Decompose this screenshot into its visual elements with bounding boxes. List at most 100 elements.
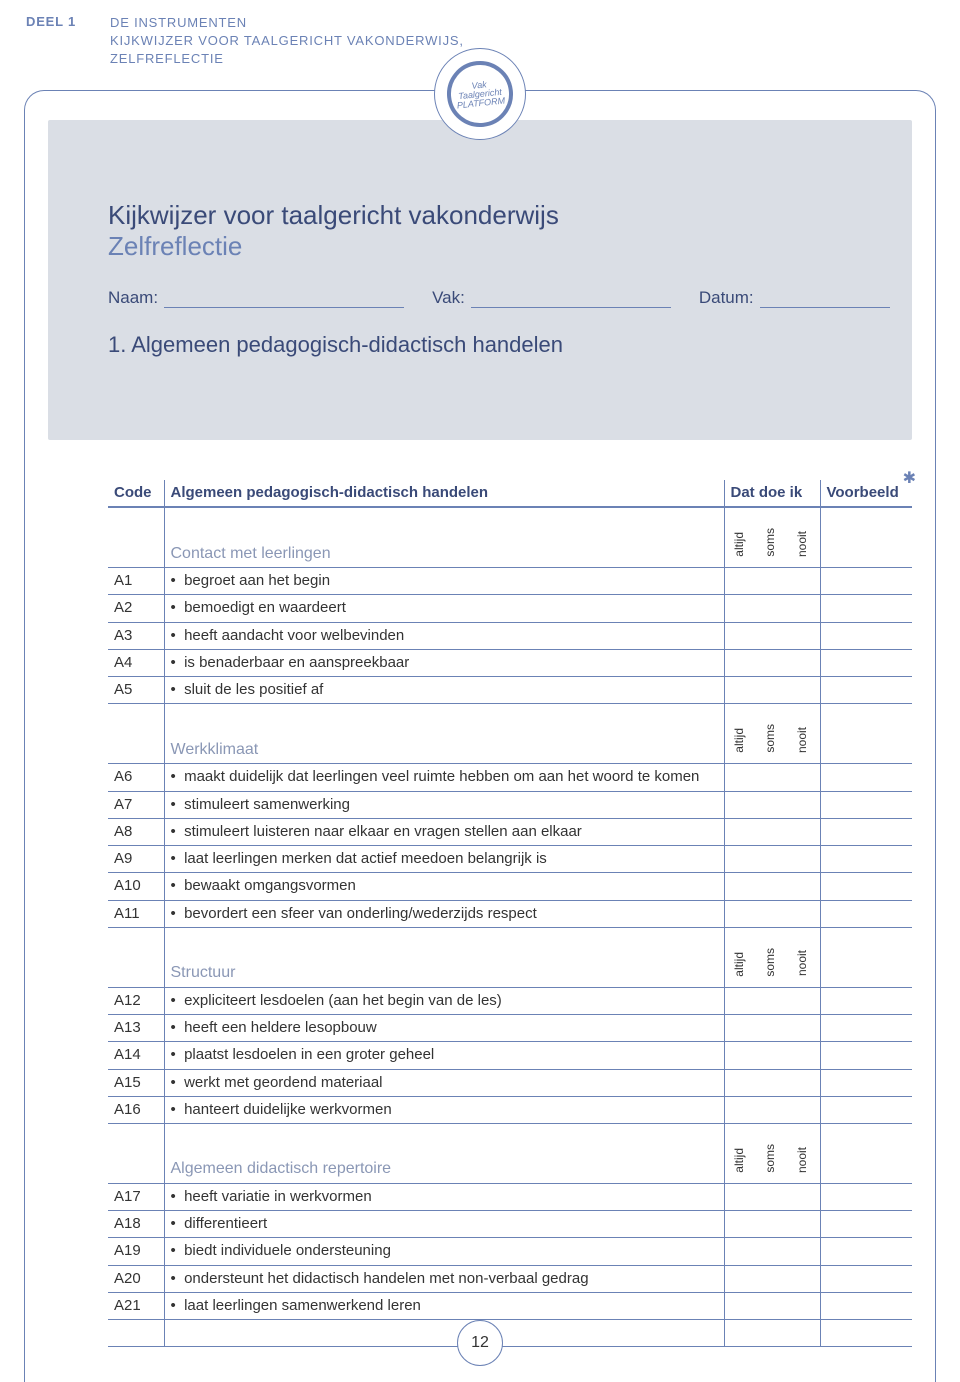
cell-nooit[interactable] [788, 873, 820, 900]
cell-soms[interactable] [756, 1096, 788, 1123]
cell-altijd[interactable] [724, 677, 756, 704]
cell-desc: • werkt met geordend materiaal [164, 1069, 724, 1096]
field-datum-label: Datum: [699, 288, 754, 308]
cell-soms[interactable] [756, 649, 788, 676]
cell-voorbeeld[interactable] [820, 1015, 912, 1042]
cell-nooit[interactable] [788, 1015, 820, 1042]
cell-altijd[interactable] [724, 764, 756, 791]
cell-voorbeeld[interactable] [820, 1211, 912, 1238]
cell-voorbeeld[interactable] [820, 1096, 912, 1123]
cell-soms[interactable] [756, 846, 788, 873]
cell-voorbeeld[interactable] [820, 649, 912, 676]
cell-voorbeeld[interactable] [820, 764, 912, 791]
cell-desc: • laat leerlingen merken dat actief meed… [164, 846, 724, 873]
cell-nooit[interactable] [788, 1042, 820, 1069]
cell-voorbeeld[interactable] [820, 1238, 912, 1265]
cell-voorbeeld[interactable] [820, 987, 912, 1014]
cell-altijd[interactable] [724, 1238, 756, 1265]
cell-voorbeeld[interactable] [820, 1292, 912, 1319]
cell-altijd[interactable] [724, 1292, 756, 1319]
cell-voorbeeld[interactable] [820, 818, 912, 845]
cell-soms[interactable] [756, 900, 788, 927]
cell-altijd[interactable] [724, 873, 756, 900]
cell-voorbeeld[interactable] [820, 622, 912, 649]
cell-soms[interactable] [756, 622, 788, 649]
field-datum[interactable]: Datum: [699, 288, 890, 308]
cell-soms[interactable] [756, 1211, 788, 1238]
cell-soms[interactable] [756, 1292, 788, 1319]
cell-voorbeeld[interactable] [820, 595, 912, 622]
cell-altijd[interactable] [724, 846, 756, 873]
cell-altijd[interactable] [724, 1265, 756, 1292]
cell-nooit[interactable] [788, 677, 820, 704]
cell-nooit[interactable] [788, 1211, 820, 1238]
cell-soms[interactable] [756, 1238, 788, 1265]
cell-soms[interactable] [756, 1015, 788, 1042]
th-dat-doe-ik: Dat doe ik [724, 480, 820, 507]
table-row: A15• werkt met geordend materiaal [108, 1069, 912, 1096]
cell-nooit[interactable] [788, 1292, 820, 1319]
cell-altijd[interactable] [724, 1211, 756, 1238]
cell-nooit[interactable] [788, 1096, 820, 1123]
cell-altijd[interactable] [724, 1183, 756, 1210]
cell-nooit[interactable] [788, 1069, 820, 1096]
cell-voorbeeld[interactable] [820, 1069, 912, 1096]
cell-code: A3 [108, 622, 164, 649]
cell-soms[interactable] [756, 1069, 788, 1096]
cell-voorbeeld[interactable] [820, 846, 912, 873]
cell-soms[interactable] [756, 568, 788, 595]
table-row: A21• laat leerlingen samenwerkend leren [108, 1292, 912, 1319]
cell-nooit[interactable] [788, 987, 820, 1014]
cell-soms[interactable] [756, 873, 788, 900]
cell-soms[interactable] [756, 1183, 788, 1210]
cell-soms[interactable] [756, 1265, 788, 1292]
cell-nooit[interactable] [788, 1183, 820, 1210]
cell-soms[interactable] [756, 764, 788, 791]
cell-altijd[interactable] [724, 987, 756, 1014]
cell-voorbeeld[interactable] [820, 568, 912, 595]
cell-desc: • heeft variatie in werkvormen [164, 1183, 724, 1210]
section-header-row: Algemeen didactisch repertoirealtijdsoms… [108, 1124, 912, 1184]
cell-nooit[interactable] [788, 791, 820, 818]
cell-nooit[interactable] [788, 846, 820, 873]
cell-altijd[interactable] [724, 568, 756, 595]
cell-soms[interactable] [756, 595, 788, 622]
cell-nooit[interactable] [788, 900, 820, 927]
cell-code: A9 [108, 846, 164, 873]
cell-soms[interactable] [756, 818, 788, 845]
table-row: A4• is benaderbaar en aanspreekbaar [108, 649, 912, 676]
cell-soms[interactable] [756, 677, 788, 704]
cell-altijd[interactable] [724, 595, 756, 622]
cell-altijd[interactable] [724, 649, 756, 676]
cell-altijd[interactable] [724, 1069, 756, 1096]
cell-nooit[interactable] [788, 622, 820, 649]
cell-altijd[interactable] [724, 818, 756, 845]
cell-soms[interactable] [756, 791, 788, 818]
table-header-row: Code Algemeen pedagogisch-didactisch han… [108, 480, 912, 507]
cell-voorbeeld[interactable] [820, 791, 912, 818]
cell-nooit[interactable] [788, 1238, 820, 1265]
cell-nooit[interactable] [788, 1265, 820, 1292]
table-row: A3• heeft aandacht voor welbevinden [108, 622, 912, 649]
cell-altijd[interactable] [724, 1096, 756, 1123]
cell-altijd[interactable] [724, 900, 756, 927]
cell-altijd[interactable] [724, 1042, 756, 1069]
cell-altijd[interactable] [724, 622, 756, 649]
cell-voorbeeld[interactable] [820, 873, 912, 900]
cell-voorbeeld[interactable] [820, 1265, 912, 1292]
cell-voorbeeld[interactable] [820, 900, 912, 927]
cell-soms[interactable] [756, 987, 788, 1014]
cell-voorbeeld[interactable] [820, 1183, 912, 1210]
cell-nooit[interactable] [788, 764, 820, 791]
field-naam[interactable]: Naam: [108, 288, 404, 308]
cell-soms[interactable] [756, 1042, 788, 1069]
field-vak[interactable]: Vak: [432, 288, 671, 308]
cell-voorbeeld[interactable] [820, 1042, 912, 1069]
cell-nooit[interactable] [788, 649, 820, 676]
cell-nooit[interactable] [788, 568, 820, 595]
cell-altijd[interactable] [724, 1015, 756, 1042]
cell-nooit[interactable] [788, 818, 820, 845]
cell-altijd[interactable] [724, 791, 756, 818]
cell-voorbeeld[interactable] [820, 677, 912, 704]
cell-nooit[interactable] [788, 595, 820, 622]
